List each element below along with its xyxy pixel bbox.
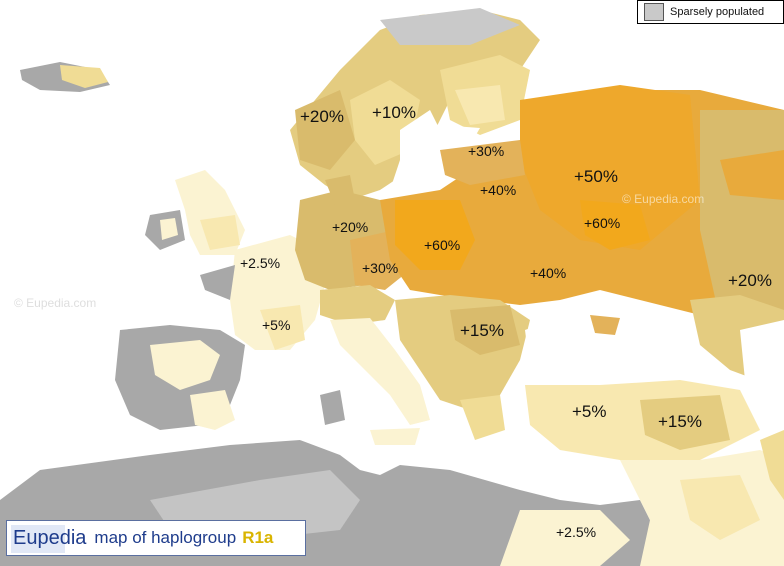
watermark-west: © Eupedia.com bbox=[14, 296, 97, 310]
eu-stars-logo-icon bbox=[11, 525, 65, 553]
legend: Sparsely populated bbox=[637, 0, 784, 24]
label-germany-20: +20% bbox=[332, 219, 369, 235]
sparse-swatch bbox=[644, 3, 664, 21]
label-baltic-30: +30% bbox=[468, 143, 505, 159]
label-russia-50: +50% bbox=[574, 167, 618, 186]
label-france-north-2-5: +2.5% bbox=[240, 255, 281, 271]
black-sea bbox=[525, 310, 690, 385]
label-ukraine-north-60: +60% bbox=[584, 215, 621, 231]
label-czech-30: +30% bbox=[362, 260, 399, 276]
label-sweden-10: +10% bbox=[372, 103, 416, 122]
label-ukraine-south-40: +40% bbox=[530, 265, 567, 281]
title-text: map of haplogroup bbox=[94, 528, 237, 547]
watermark-east: © Eupedia.com bbox=[622, 192, 705, 206]
label-lithuania-40: +40% bbox=[480, 182, 517, 198]
label-norway-20: +20% bbox=[300, 107, 344, 126]
label-volga-20: +20% bbox=[728, 271, 772, 290]
label-poland-60: +60% bbox=[424, 237, 461, 253]
brand-name: Eupedia bbox=[13, 526, 87, 549]
alps-region bbox=[320, 285, 395, 325]
label-france-south-5: +5% bbox=[262, 317, 291, 333]
label-east-anatolia-15: +15% bbox=[658, 412, 702, 431]
label-anatolia-5: +5% bbox=[572, 402, 607, 421]
italy-region bbox=[330, 318, 430, 425]
map-title-box: Eupedia map of haplogroup R1a bbox=[6, 520, 306, 556]
legend-label: Sparsely populated bbox=[670, 6, 765, 18]
label-balkans-15: +15% bbox=[460, 321, 504, 340]
label-levant-2-5: +2.5% bbox=[556, 524, 597, 540]
haplogroup-name: R1a bbox=[242, 528, 274, 547]
